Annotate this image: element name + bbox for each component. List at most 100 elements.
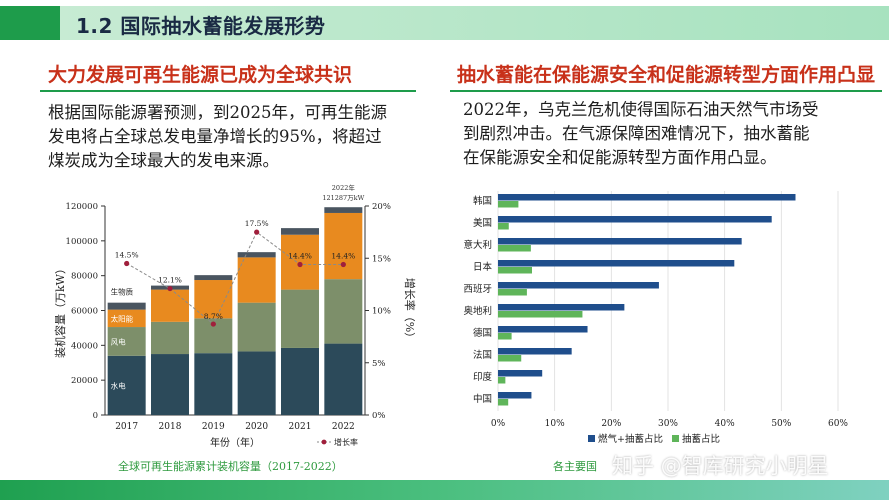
legend-label: 燃气+抽蓄占比 [598, 433, 663, 445]
bar-segment-hydro [237, 351, 276, 415]
growth-rate-point [124, 260, 130, 267]
bar-segment-hydro [281, 347, 319, 415]
y2-tick-label: 15% [372, 254, 391, 264]
left-paragraph: 根据国际能源署预测，到2025年，可再生能源 发电将占全球总发电量净增长的95%… [48, 101, 387, 173]
bar-pumped-storage [498, 377, 506, 384]
x-tick-label: 2021 [289, 422, 312, 432]
legend-marker [321, 439, 327, 445]
category-label: 美国 [473, 217, 492, 229]
left-paragraph-line: 煤炭成为全球最大的发电来源。 [48, 151, 279, 170]
x-tick-label: 2020 [245, 422, 268, 432]
left-heading-rule [40, 90, 416, 92]
growth-rate-label: 12.1% [158, 276, 182, 285]
bar-gas-plus-storage [498, 348, 572, 355]
x-tick-label: 60% [828, 419, 848, 429]
bar-pumped-storage [498, 223, 509, 230]
bar-gas-plus-storage [498, 304, 625, 311]
y-tick-label: 0 [93, 411, 98, 421]
x-tick-label: 2017 [115, 422, 138, 432]
right-heading: 抽水蓄能在保能源安全和促能源转型方面作用凸显 [457, 64, 876, 86]
growth-rate-label: 14.5% [115, 250, 139, 259]
gas-pumped-storage-share-chart: 0% 10% 20% 30% 40% 50% 60% 韩国美国意大利日本西班牙奥地利德国法国印… [463, 191, 848, 445]
growth-rate-point [254, 229, 260, 235]
x-tick-label: 2019 [202, 422, 225, 432]
y2-tick-label: 0% [372, 411, 386, 421]
left-heading: 大力发展可再生能源已成为全球共识 [48, 64, 353, 86]
bar-segment-solar [324, 212, 363, 280]
footer-bar [0, 480, 889, 500]
bar-gas-plus-storage [498, 282, 659, 289]
bar-pumped-storage [498, 311, 583, 318]
x-axis-label: 年份（年） [210, 436, 260, 449]
x-tick-label: 10% [545, 419, 565, 429]
bar-gas-plus-storage [498, 392, 532, 399]
growth-rate-point [340, 261, 346, 268]
bar-segment-bio [281, 228, 319, 235]
y2-axis-label: 增长率（%） [403, 278, 417, 343]
y-axis-label: 装机容量（万kW） [53, 263, 67, 358]
growth-rate-point [297, 261, 303, 268]
left-paragraph-line: 发电将占全球总发电量净增长的95%，将超过 [48, 127, 382, 146]
x-tick-label: 0% [491, 419, 506, 429]
bar-gas-plus-storage [498, 260, 735, 267]
legend-label: 抽蓄占比 [682, 433, 720, 445]
x-tick-label: 50% [771, 419, 791, 429]
bar-gas-plus-storage [498, 326, 588, 333]
y2-tick-label: 10% [372, 307, 391, 317]
bar-segment-solar [194, 280, 233, 319]
y2-tick-label: 5% [372, 359, 386, 369]
bar-segment-solar [237, 257, 276, 303]
slide-title: 1.2 国际抽水蓄能发展形势 [76, 14, 326, 38]
category-label: 中国 [473, 393, 492, 405]
category-label: 日本 [473, 261, 493, 273]
series-label: 风电 [111, 336, 126, 346]
bar-segment-wind [107, 327, 146, 356]
x-tick-label: 20% [601, 419, 621, 429]
bar-pumped-storage [498, 355, 522, 362]
bar-segment-wind [151, 321, 189, 355]
growth-rate-label: 14.4% [288, 252, 312, 261]
bar-segment-hydro [324, 343, 363, 415]
bar-pumped-storage [498, 267, 532, 274]
y-tick-label: 20000 [71, 376, 98, 386]
bar-segment-hydro [151, 354, 189, 415]
legend-swatch-blue [588, 435, 595, 442]
bar-pumped-storage [498, 399, 509, 406]
legend-swatch-green [672, 435, 679, 442]
renewable-capacity-chart: 0 20000 40000 60000 80000 100000 120000 0% 5% 10%… [53, 183, 417, 449]
right-paragraph-line: 2022年，乌克兰危机使得国际石油天然气市场受 [463, 100, 819, 119]
growth-rate-label: 14.4% [331, 252, 355, 261]
x-tick-label: 2022 [332, 422, 355, 432]
y-tick-label: 60000 [71, 307, 98, 317]
category-label: 奥地利 [463, 305, 492, 317]
title-background [60, 6, 889, 40]
category-label: 意大利 [463, 239, 492, 251]
right-paragraph: 2022年，乌克兰危机使得国际石油天然气市场受 到剧烈冲击。在气源保障困难情况下… [463, 98, 819, 170]
bar-pumped-storage [498, 245, 531, 252]
bar-segment-hydro [194, 353, 233, 415]
category-label: 西班牙 [463, 283, 492, 295]
bar-segment-bio [107, 302, 146, 310]
bar-segment-bio [324, 207, 363, 213]
y-tick-label: 120000 [66, 202, 98, 212]
bar-pumped-storage [498, 289, 527, 296]
x-tick-label: 40% [715, 419, 735, 429]
y-tick-label: 40000 [71, 341, 98, 351]
x-tick-label: 30% [658, 419, 678, 429]
series-label: 水电 [111, 380, 126, 390]
series-label: 生物质 [111, 287, 134, 297]
left-paragraph-line: 根据国际能源署预测，到2025年，可再生能源 [48, 103, 387, 122]
bar-segment-solar [151, 289, 189, 322]
legend-label: 增长率 [334, 437, 358, 447]
bar-segment-wind [237, 302, 276, 352]
series-label: 太阳能 [111, 313, 134, 323]
bar-segment-bio [194, 275, 233, 281]
category-label: 德国 [473, 327, 492, 339]
bar-gas-plus-storage [498, 238, 742, 245]
bar-segment-solar [107, 309, 146, 328]
right-heading-rule [450, 90, 882, 92]
bar-gas-plus-storage [498, 370, 543, 377]
right-chart-caption: 各主要国 [553, 460, 597, 473]
bar-gas-plus-storage [498, 216, 772, 223]
right-paragraph-line: 在保能源安全和促能源转型方面作用凸显。 [463, 148, 777, 167]
